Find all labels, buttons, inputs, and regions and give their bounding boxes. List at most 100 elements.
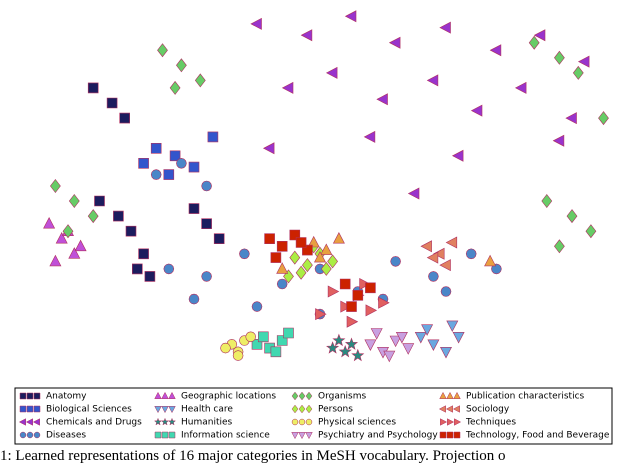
- point: [68, 194, 80, 208]
- point: [390, 256, 401, 267]
- point: [207, 131, 219, 143]
- point: [389, 335, 402, 348]
- legend-marker: [438, 405, 446, 413]
- legend-marker: [33, 405, 41, 413]
- point: [87, 209, 99, 224]
- legend-marker: [26, 392, 34, 400]
- point: [363, 130, 376, 143]
- point: [572, 65, 584, 80]
- point: [514, 81, 527, 94]
- point: [352, 290, 364, 301]
- legend-label: Anatomy: [46, 392, 87, 402]
- point: [295, 265, 307, 280]
- point: [364, 339, 377, 351]
- point: [344, 337, 359, 350]
- point: [332, 232, 345, 244]
- point: [326, 341, 340, 354]
- legend-marker: [298, 404, 306, 414]
- point: [94, 195, 105, 207]
- point: [325, 66, 338, 79]
- legend-marker: [19, 405, 27, 413]
- legend-marker: [440, 418, 448, 426]
- point: [541, 194, 553, 208]
- legend-label: Physical sciences: [318, 418, 396, 428]
- legend-marker: [446, 391, 454, 399]
- point: [87, 82, 99, 94]
- legend-marker: [33, 392, 41, 400]
- legend-marker: [298, 432, 306, 440]
- point: [281, 81, 294, 94]
- legend-label: Sociology: [466, 405, 510, 415]
- point: [346, 301, 357, 312]
- point: [370, 328, 383, 340]
- legend-marker: [305, 404, 313, 414]
- point: [365, 304, 378, 317]
- legend-label: Biological Sciences: [46, 405, 132, 415]
- point: [420, 240, 432, 253]
- point: [262, 142, 275, 155]
- point: [163, 263, 175, 275]
- point: [307, 235, 320, 248]
- legend-marker: [453, 431, 461, 439]
- point: [554, 239, 565, 254]
- point: [138, 158, 149, 169]
- legend-box: [14, 387, 613, 445]
- point: [320, 243, 333, 255]
- point: [577, 55, 590, 68]
- point: [188, 161, 200, 173]
- point: [383, 350, 396, 363]
- point: [338, 344, 352, 358]
- point: [49, 254, 62, 267]
- point: [283, 327, 294, 339]
- point: [220, 342, 231, 354]
- point: [62, 224, 74, 239]
- point: [245, 331, 257, 343]
- legend-label: Organisms: [318, 392, 367, 402]
- point: [188, 293, 200, 305]
- legend-label: Techniques: [465, 418, 516, 428]
- legend-marker: [154, 406, 162, 414]
- point: [264, 233, 275, 244]
- legend-label: Information science: [181, 431, 270, 441]
- point: [598, 111, 609, 126]
- point: [340, 300, 352, 313]
- point: [451, 149, 464, 162]
- point: [439, 21, 451, 34]
- legend-label: Geographic locations: [181, 392, 276, 402]
- point: [489, 44, 502, 57]
- point: [452, 332, 465, 344]
- point: [339, 278, 351, 290]
- point: [113, 210, 124, 222]
- point: [376, 93, 388, 106]
- point: [427, 339, 440, 351]
- point: [276, 278, 288, 290]
- point: [565, 112, 577, 125]
- legend-marker: [439, 391, 447, 399]
- point: [484, 254, 497, 267]
- legend-marker: [154, 391, 162, 399]
- point: [314, 263, 326, 275]
- legend-marker: [33, 431, 41, 439]
- point: [320, 261, 332, 276]
- point: [276, 241, 288, 252]
- legend-marker: [161, 431, 169, 439]
- point: [276, 262, 289, 274]
- legend-label: Publication characteristics: [466, 392, 585, 402]
- point: [554, 50, 565, 65]
- point: [585, 224, 597, 239]
- point: [346, 315, 359, 328]
- legend-marker: [291, 404, 299, 414]
- legend-marker: [445, 405, 453, 413]
- point: [491, 263, 502, 275]
- point: [157, 43, 168, 58]
- legend-marker: [161, 406, 169, 414]
- point: [169, 80, 181, 95]
- legend-label: Psychiatry and Psychology: [318, 431, 438, 441]
- point: [201, 271, 212, 282]
- point: [426, 251, 439, 264]
- legend-label: Diseases: [46, 431, 86, 441]
- point: [439, 259, 451, 272]
- point: [150, 169, 162, 180]
- legend-marker: [305, 391, 313, 401]
- legend-marker: [32, 418, 40, 426]
